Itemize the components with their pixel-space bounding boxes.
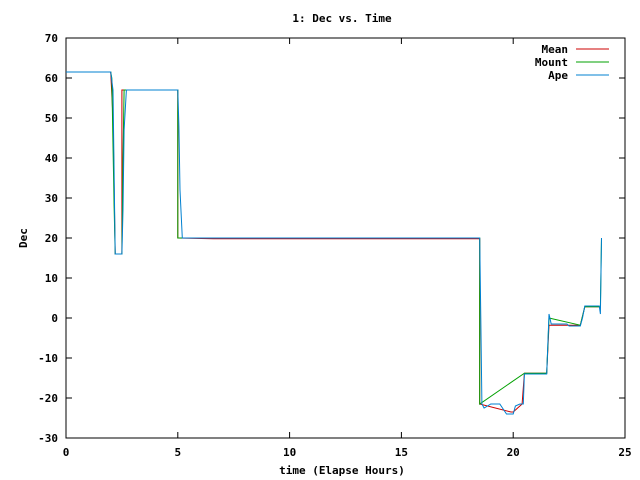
x-tick-label: 0 (63, 446, 70, 459)
y-tick-label: 30 (45, 192, 58, 205)
y-axis-label: Dec (17, 228, 30, 248)
legend-label-ape: Ape (548, 69, 568, 82)
legend-label-mean: Mean (542, 43, 569, 56)
y-tick-label: -10 (38, 352, 58, 365)
x-tick-label: 5 (174, 446, 181, 459)
y-tick-label: 60 (45, 72, 58, 85)
axis-ticks: 0 5 10 15 20 25 -30 -20 -10 0 10 20 30 40 50 60 70 (38, 32, 632, 459)
y-tick-label: -30 (38, 432, 58, 445)
y-tick-label: 50 (45, 112, 58, 125)
y-tick-label: -20 (38, 392, 58, 405)
y-tick-label: 10 (45, 272, 58, 285)
y-tick-label: 70 (45, 32, 58, 45)
chart-title: 1: Dec vs. Time (292, 12, 392, 25)
series-lines (66, 71, 602, 415)
y-tick-label: 40 (45, 152, 58, 165)
x-tick-label: 25 (618, 446, 631, 459)
y-tick-label: 20 (45, 232, 58, 245)
x-tick-label: 10 (283, 446, 296, 459)
x-tick-label: 15 (395, 446, 408, 459)
x-tick-label: 20 (507, 446, 520, 459)
legend-label-mount: Mount (535, 56, 568, 69)
series-line-mean (66, 71, 601, 413)
series-line-ape (66, 71, 602, 415)
x-axis-label: time (Elapse Hours) (279, 464, 405, 477)
y-tick-label: 0 (51, 312, 58, 325)
